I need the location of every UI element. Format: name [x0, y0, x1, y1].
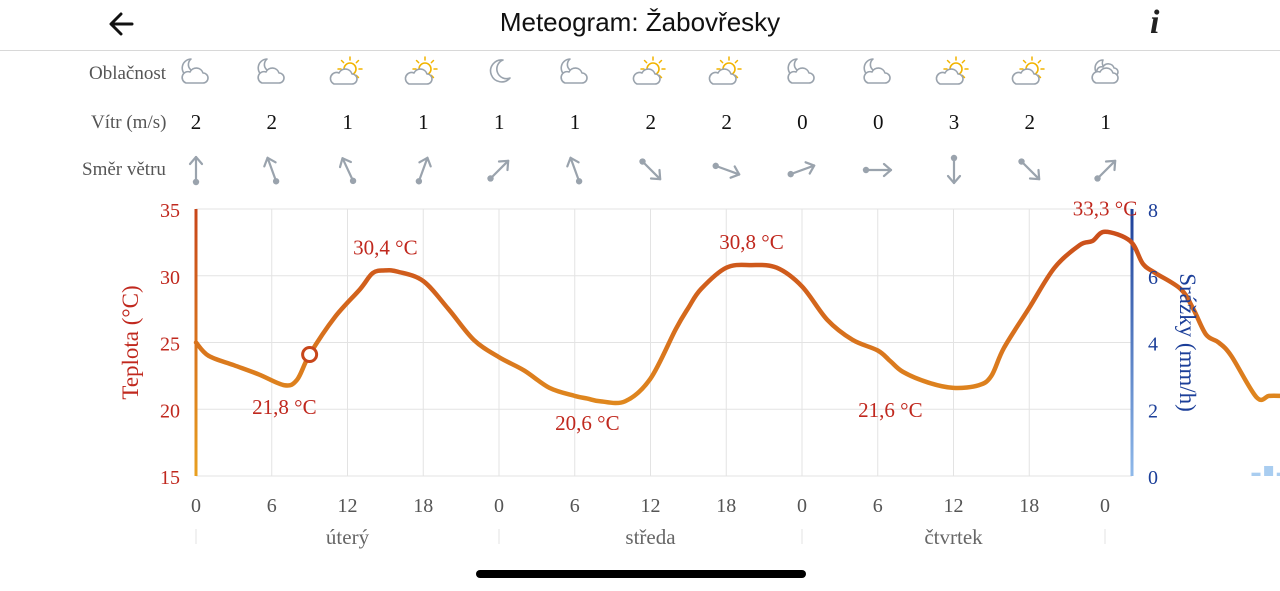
wind-speed-value: 1	[493, 110, 505, 134]
hour-tick-label: 12	[944, 495, 964, 517]
wind-direction-arrow-icon	[712, 162, 740, 179]
cloud-row-label: Oblačnost	[89, 63, 167, 84]
back-arrow-icon[interactable]	[104, 6, 140, 42]
temperature-extreme-label: 21,6 °C	[858, 398, 922, 422]
day-label: úterý	[326, 525, 370, 549]
wind-direction-arrow-icon	[566, 156, 583, 185]
wind-direction-arrow-icon	[1018, 158, 1041, 181]
top-bar: Meteogram: Žabovřesky i	[0, 0, 1280, 51]
temperature-tick-label: 25	[160, 334, 180, 356]
hour-tick-label: 0	[797, 495, 807, 517]
temperature-tick-label: 20	[160, 400, 180, 422]
partly-sunny-icon	[1011, 56, 1045, 85]
precipitation-tick-label: 2	[1148, 400, 1158, 422]
temperature-tick-label: 35	[160, 200, 180, 222]
temperature-extreme-label: 30,4 °C	[353, 235, 417, 259]
precipitation-tick-label: 0	[1148, 467, 1158, 489]
wind-speed-value: 1	[418, 110, 429, 134]
precipitation-tick-label: 8	[1148, 200, 1158, 222]
partly-cloudy-night-icon	[560, 58, 588, 84]
meteogram-chart: 21,8 °C 30,4 °C 20,6 °C 30,8 °C 21,6 °C 33,3 …	[118, 197, 1280, 549]
temperature-line	[193, 229, 1280, 406]
wind-direction-arrow-icon	[416, 156, 433, 185]
partly-cloudy-night-icon	[257, 58, 285, 84]
hour-tick-label: 12	[641, 495, 661, 517]
home-indicator	[476, 570, 806, 578]
hour-tick-label: 6	[570, 495, 580, 517]
partly-cloudy-night-icon	[181, 58, 209, 84]
wind-speed-value: 2	[190, 110, 202, 134]
wind-speed-value: 1	[342, 110, 353, 134]
precipitation-tick-label: 4	[1148, 334, 1158, 356]
temperature-extreme-label: 20,6 °C	[555, 411, 619, 435]
wind-direction-row-label: Směr větru	[82, 159, 166, 180]
day-label: středa	[625, 525, 676, 549]
info-button[interactable]: i	[1150, 4, 1160, 41]
wind-speed-value: 2	[1024, 110, 1036, 134]
wind-direction-arrow-icon	[487, 159, 510, 182]
moon-icon	[489, 59, 511, 83]
wind-speed-value: 2	[721, 110, 732, 134]
partly-cloudy-night-icon	[863, 58, 891, 84]
day-label: čtvrtek	[924, 525, 983, 549]
hour-tick-label: 18	[716, 495, 736, 517]
cloudy-night-icon	[1090, 59, 1119, 84]
partly-sunny-icon	[329, 56, 363, 85]
temperature-tick-label: 15	[160, 467, 180, 489]
partly-sunny-icon	[405, 56, 439, 85]
wind-speed-value: 1	[569, 110, 581, 134]
wind-direction-arrow-icon	[946, 154, 962, 185]
temperature-axis-label: Teplota (°C)	[118, 285, 143, 399]
wind-speed-value: 3	[948, 110, 960, 134]
precipitation-tick-label: 6	[1148, 267, 1158, 289]
wind-direction-arrow-icon	[263, 156, 280, 185]
wind-direction-arrow-icon	[338, 157, 356, 185]
partly-sunny-icon	[708, 56, 742, 85]
temperature-tick-label: 30	[160, 267, 180, 289]
wind-direction-arrow-icon	[1093, 159, 1116, 182]
hour-tick-label: 12	[338, 495, 358, 517]
wind-speed-value: 0	[872, 110, 884, 134]
wind-direction-arrow-icon	[787, 161, 816, 178]
hour-tick-label: 0	[1100, 495, 1110, 517]
precipitation-axis-label: Srážky (mm/h)	[1175, 273, 1200, 412]
precipitation-bar	[1276, 472, 1280, 476]
precipitation-bar	[1264, 465, 1274, 476]
wind-row-label: Vítr (m/s)	[91, 112, 167, 133]
hour-tick-label: 6	[873, 495, 883, 517]
wind-speed-value: 1	[1100, 110, 1111, 134]
current-time-marker[interactable]	[301, 346, 319, 364]
wind-direction-arrow-icon	[188, 155, 204, 186]
partly-cloudy-night-icon	[787, 58, 816, 84]
temperature-extreme-label: 33,3 °C	[1073, 197, 1137, 221]
hour-tick-label: 18	[413, 495, 433, 517]
temperature-extreme-label: 30,8 °C	[719, 230, 783, 254]
hour-tick-label: 0	[191, 495, 201, 517]
wind-direction-arrow-icon	[862, 162, 893, 178]
partly-sunny-icon	[632, 56, 666, 85]
wind-speed-value: 0	[797, 110, 808, 134]
precipitation-bar	[1251, 472, 1261, 476]
hour-tick-label: 6	[267, 495, 277, 517]
hour-tick-label: 0	[494, 495, 504, 517]
partly-sunny-icon	[935, 56, 969, 85]
wind-speed-value: 2	[266, 110, 278, 134]
wind-speed-value: 2	[645, 110, 657, 134]
hour-tick-label: 18	[1019, 495, 1039, 517]
page-title: Meteogram: Žabovřesky	[499, 7, 781, 37]
temperature-extreme-label: 21,8 °C	[252, 395, 316, 419]
wind-direction-arrow-icon	[639, 158, 662, 181]
